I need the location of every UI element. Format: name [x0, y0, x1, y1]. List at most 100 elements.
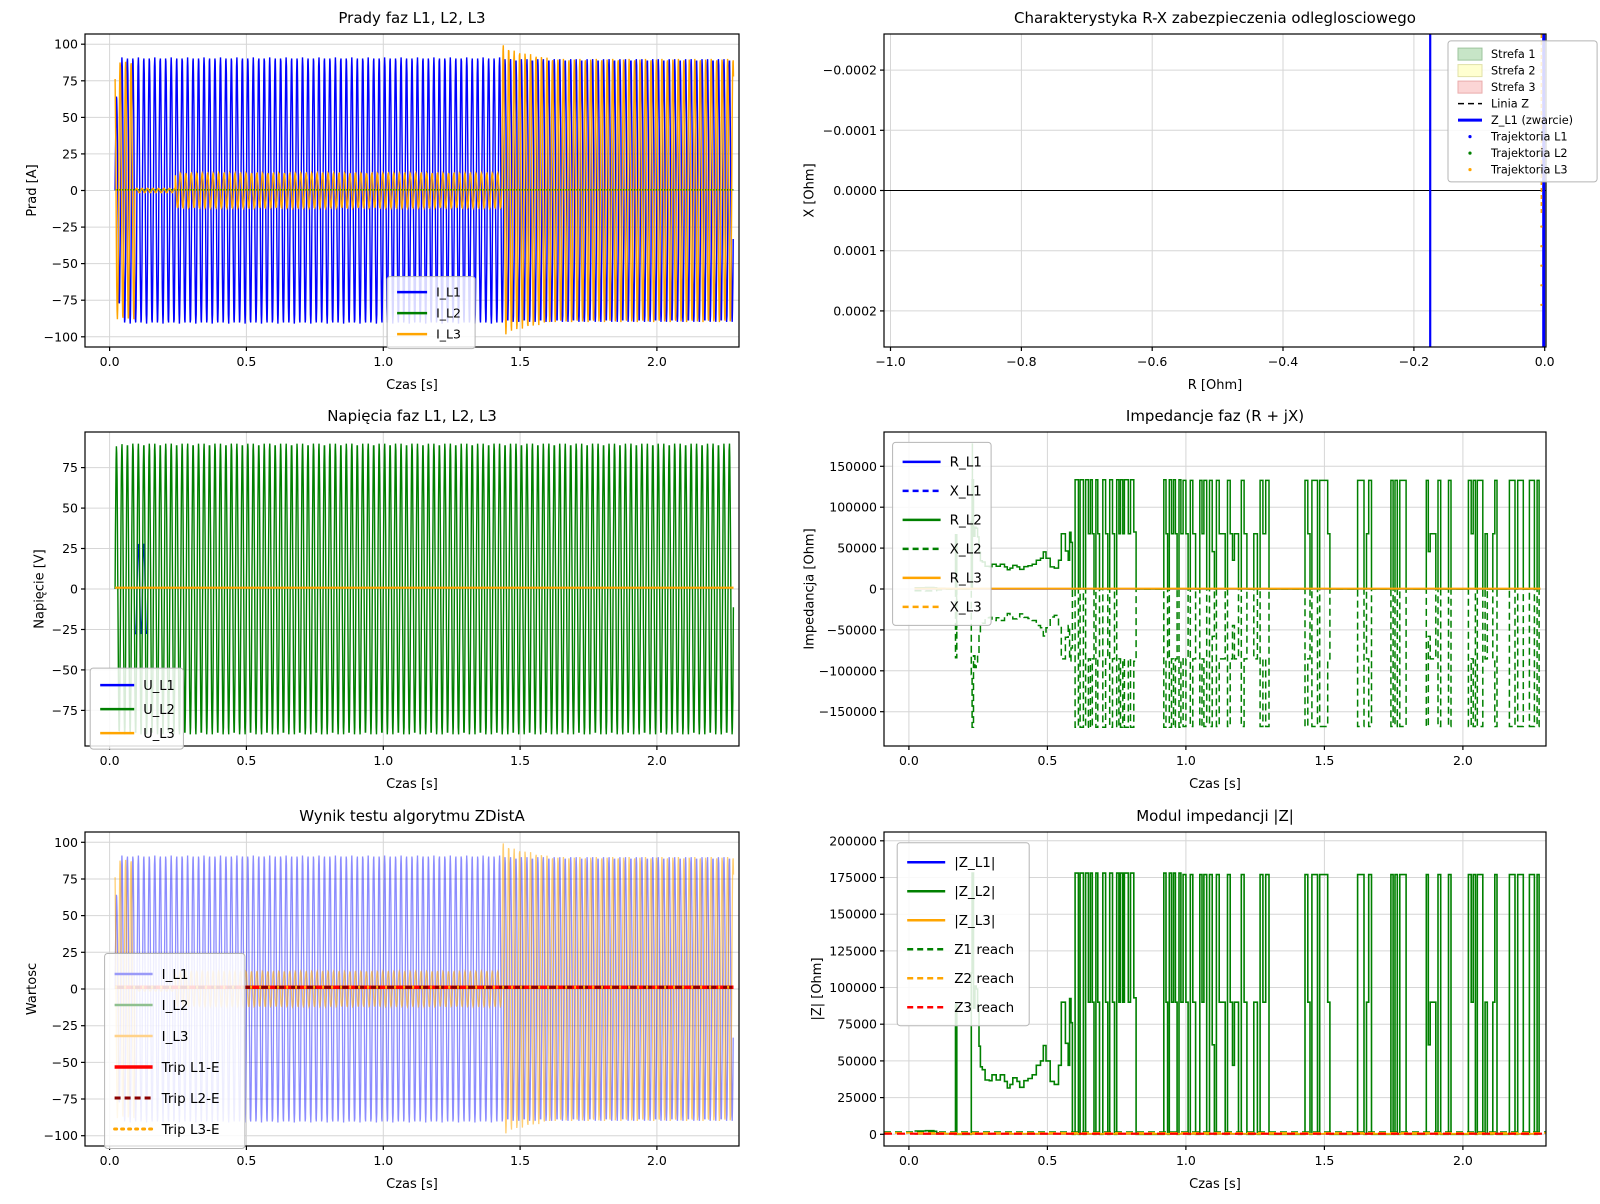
y-axis-label: |Z| [Ohm]: [810, 957, 825, 1020]
tick-labels: 0.0 0.5 1.0 1.5 2.0 −150000 −100000 −50000 0 5000…: [819, 459, 1473, 768]
y-tick-label: −50: [52, 256, 78, 271]
y-axis-label: Wartosc: [25, 963, 40, 1015]
y-tick-label: −75: [52, 703, 78, 718]
chart-title: Napięcia faz L1, L2, L3: [327, 407, 497, 425]
legend: I_L1 I_L2 I_L3 Trip L1-E Trip L2-E Trip L3-E: [104, 953, 246, 1149]
y-axis-label: Prad [A]: [25, 164, 40, 216]
legend-label: Z_L1 (zwarcie): [1491, 114, 1573, 127]
y-tick-label: 25: [62, 541, 78, 556]
x-tick-label: 0.0: [1535, 354, 1555, 369]
y-tick-label: 125000: [829, 943, 877, 958]
legend-label: Trajektoria L2: [1490, 147, 1568, 160]
x-tick-label: 1.5: [510, 753, 530, 768]
x-tick-label: 0.0: [899, 753, 919, 768]
chart-zdist: 0.0 0.5 1.0 1.5 2.0 −100 −75 −50 −25 0 25 50 75 100 Wy…: [25, 807, 740, 1192]
y-tick-label: 75000: [837, 1017, 877, 1032]
tick-labels: −1.0 −0.8 −0.6 −0.4 −0.2 0.0 −0.0002 −0.0001 0.0…: [823, 63, 1555, 369]
legend-label: X_L1: [950, 484, 982, 500]
y-tick-label: 50000: [837, 1053, 877, 1068]
legend: I_L1 I_L2 I_L3: [386, 276, 476, 350]
y-tick-label: 100: [54, 835, 78, 850]
y-tick-label: 0: [70, 582, 78, 597]
y-tick-label: −100000: [819, 663, 877, 678]
y-tick-label: 25000: [837, 1090, 877, 1105]
legend-label: I_L3: [162, 1029, 189, 1045]
tick-labels: 0.0 0.5 1.0 1.5 2.0 −75 −50 −25 0 25 50 75: [52, 460, 667, 768]
legend: |Z_L1| |Z_L2| |Z_L3| Z1 reach Z2 reach Z3 rea…: [896, 842, 1030, 1027]
y-tick-label: 175000: [829, 870, 877, 885]
legend-marker-Trajektoria L2: [1468, 151, 1472, 155]
y-tick-label: 75: [62, 872, 78, 887]
legend-marker-Trajektoria L3: [1468, 168, 1472, 172]
y-tick-label: −75: [52, 293, 78, 308]
legend-label: |Z_L3|: [954, 913, 995, 929]
x-tick-label: 1.0: [373, 753, 393, 768]
y-tick-label: 100: [54, 37, 78, 52]
y-tick-label: 0.0001: [833, 243, 877, 258]
x-tick-label: 0.0: [899, 1153, 919, 1168]
x-axis-label: Czas [s]: [386, 378, 438, 393]
y-tick-label: −100: [44, 329, 78, 344]
y-tick-label: 150000: [829, 459, 877, 474]
legend-marker-Trajektoria L1: [1468, 135, 1472, 139]
y-tick-label: −25: [52, 1018, 78, 1033]
axes-spines: [883, 831, 1547, 1147]
legend-label: I_L3: [436, 327, 461, 342]
y-tick-label: −0.0002: [823, 63, 877, 78]
legend: Strefa 1 Strefa 2 Strefa 3 Linia Z Z_L1 (zwa…: [1447, 40, 1598, 183]
y-tick-label: 0: [869, 1127, 877, 1142]
series-U_L2: [114, 443, 735, 735]
x-tick-label: 1.5: [510, 1153, 530, 1168]
y-tick-label: −25: [52, 220, 78, 235]
x-tick-label: 0.5: [1037, 1153, 1057, 1168]
x-tick-label: −0.8: [1006, 354, 1036, 369]
y-tick-label: 50000: [837, 541, 877, 556]
legend-label: U_L2: [143, 703, 175, 718]
series-trajektoria-l3-dots: [1540, 284, 1543, 287]
y-tick-label: 0.0002: [833, 303, 877, 318]
legend-label: Z2 reach: [954, 971, 1014, 987]
series-X_L2: [914, 588, 1540, 729]
y-axis-label: Napięcie [V]: [32, 549, 47, 628]
x-axis-label: Czas [s]: [1189, 777, 1241, 792]
y-tick-label: 50: [62, 501, 78, 516]
legend-label: Strefa 1: [1491, 48, 1536, 61]
x-tick-label: 1.5: [1314, 1153, 1334, 1168]
legend: R_L1 X_L1 R_L2 X_L2 R_L3 X_L3: [892, 441, 992, 626]
y-tick-label: 100000: [829, 500, 877, 515]
x-tick-label: −0.4: [1268, 354, 1298, 369]
x-tick-label: 1.0: [1176, 1153, 1196, 1168]
y-tick-label: 25: [62, 945, 78, 960]
series-I_L3: [114, 45, 735, 335]
legend-label: R_L1: [950, 455, 982, 471]
legend-label: U_L3: [143, 727, 175, 742]
legend-swatch-Strefa 1: [1457, 47, 1483, 61]
x-tick-label: 2.0: [647, 1153, 667, 1168]
x-tick-label: 0.5: [236, 1153, 256, 1168]
y-tick-label: −50: [52, 662, 78, 677]
chart-title: Wynik testu algorytmu ZDistA: [299, 807, 525, 825]
y-tick-label: 0: [70, 982, 78, 997]
legend: U_L1 U_L2 U_L3: [89, 667, 184, 750]
y-tick-label: 25: [62, 146, 78, 161]
y-tick-label: 200000: [829, 833, 877, 848]
x-tick-label: −1.0: [875, 354, 905, 369]
x-tick-label: −0.2: [1399, 354, 1429, 369]
y-tick-label: −150000: [819, 704, 877, 719]
x-axis-label: R [Ohm]: [1188, 378, 1242, 393]
y-tick-label: 50: [62, 908, 78, 923]
series-layer: [884, 872, 1546, 1136]
legend-label: |Z_L1|: [954, 855, 995, 871]
legend-label: X_L3: [950, 600, 982, 616]
legend-label: Strefa 3: [1491, 81, 1536, 94]
legend-label: Z1 reach: [954, 942, 1014, 958]
x-tick-label: 0.0: [100, 753, 120, 768]
tick-labels: 0.0 0.5 1.0 1.5 2.0 0 25000 50000 75000 100000 125…: [829, 833, 1473, 1168]
x-tick-label: 0.5: [1037, 753, 1057, 768]
legend-label: Linia Z: [1491, 98, 1529, 111]
series-Z_L2-mod: [914, 872, 1540, 1136]
y-tick-label: −75: [52, 1092, 78, 1107]
y-tick-label: 0.0000: [833, 183, 877, 198]
legend-label: X_L2: [950, 542, 982, 558]
